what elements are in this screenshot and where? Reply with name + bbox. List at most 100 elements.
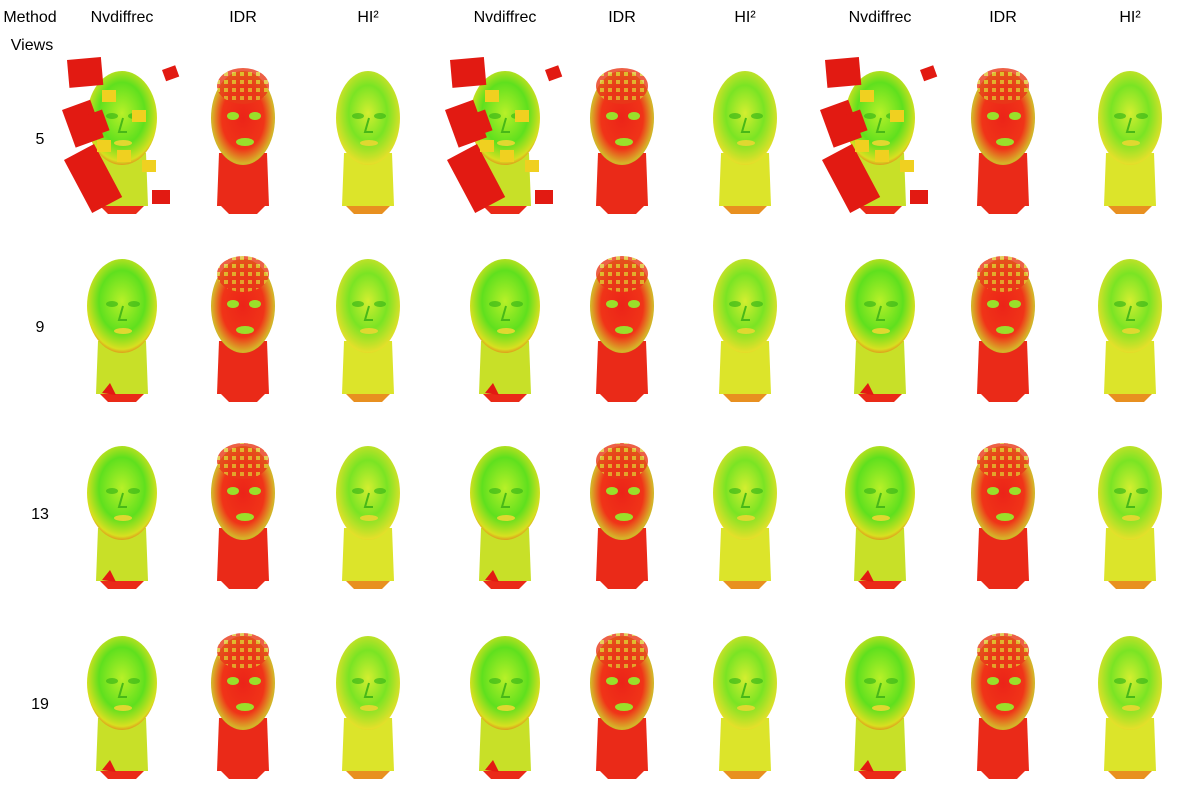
eye bbox=[886, 488, 898, 494]
eye bbox=[249, 112, 261, 120]
column-header: IDR bbox=[229, 9, 257, 26]
eye bbox=[1136, 301, 1148, 307]
cell-image bbox=[1098, 636, 1162, 779]
mouth bbox=[497, 515, 515, 521]
cell-image bbox=[336, 446, 400, 589]
eye bbox=[1009, 300, 1021, 308]
mouth bbox=[996, 703, 1014, 711]
cell-image bbox=[845, 259, 915, 402]
mouth bbox=[737, 705, 755, 711]
eye bbox=[489, 488, 501, 494]
mouth bbox=[114, 515, 132, 521]
cell-image bbox=[62, 57, 179, 214]
fragment bbox=[67, 57, 103, 88]
eye bbox=[489, 301, 501, 307]
eye bbox=[987, 112, 999, 120]
cell-image bbox=[713, 636, 777, 779]
row-label: 9 bbox=[36, 319, 45, 336]
mouth bbox=[236, 326, 254, 334]
eye bbox=[249, 487, 261, 495]
mouth bbox=[360, 705, 378, 711]
eye bbox=[751, 113, 763, 119]
eye bbox=[374, 301, 386, 307]
eye bbox=[729, 113, 741, 119]
cell-image bbox=[211, 256, 275, 402]
mouth bbox=[236, 703, 254, 711]
cell-image bbox=[590, 633, 654, 779]
fragment bbox=[102, 90, 116, 102]
mouth bbox=[872, 515, 890, 521]
base bbox=[100, 581, 144, 589]
base bbox=[723, 771, 767, 779]
base bbox=[1108, 394, 1152, 402]
eye bbox=[374, 113, 386, 119]
column-header: HI² bbox=[734, 9, 756, 26]
eye bbox=[729, 488, 741, 494]
fragment bbox=[485, 90, 499, 102]
eye bbox=[106, 488, 118, 494]
fragment bbox=[860, 90, 874, 102]
fragment bbox=[97, 140, 111, 152]
base bbox=[221, 771, 265, 779]
base bbox=[1108, 206, 1152, 214]
hair bbox=[596, 633, 648, 669]
eye bbox=[249, 300, 261, 308]
base bbox=[221, 206, 265, 214]
base bbox=[600, 206, 644, 214]
eye bbox=[987, 300, 999, 308]
eye bbox=[489, 678, 501, 684]
row-label: 13 bbox=[31, 506, 49, 523]
eye bbox=[374, 678, 386, 684]
mouth bbox=[1122, 515, 1140, 521]
mouth bbox=[872, 705, 890, 711]
base bbox=[1108, 771, 1152, 779]
cell-image bbox=[211, 633, 275, 779]
mouth bbox=[360, 515, 378, 521]
mouth bbox=[615, 703, 633, 711]
eye bbox=[1009, 487, 1021, 495]
mouth bbox=[497, 140, 515, 146]
mouth bbox=[996, 138, 1014, 146]
base bbox=[483, 394, 527, 402]
eye bbox=[227, 300, 239, 308]
column-header: IDR bbox=[989, 9, 1017, 26]
base bbox=[858, 206, 902, 214]
mouth bbox=[737, 140, 755, 146]
mouth bbox=[1122, 705, 1140, 711]
fragment bbox=[500, 150, 514, 162]
base bbox=[600, 771, 644, 779]
column-header: HI² bbox=[357, 9, 379, 26]
base bbox=[221, 581, 265, 589]
eye bbox=[1009, 677, 1021, 685]
fragment bbox=[910, 190, 928, 204]
eye bbox=[886, 301, 898, 307]
fragment bbox=[515, 110, 529, 122]
eye bbox=[628, 677, 640, 685]
column-header: Nvdiffrec bbox=[474, 9, 537, 26]
fragment bbox=[525, 160, 539, 172]
fragment bbox=[825, 57, 861, 88]
mouth bbox=[1122, 328, 1140, 334]
base bbox=[858, 771, 902, 779]
eye bbox=[227, 112, 239, 120]
base bbox=[346, 581, 390, 589]
hair bbox=[217, 68, 269, 104]
fragment bbox=[900, 160, 914, 172]
eye bbox=[352, 301, 364, 307]
mouth bbox=[615, 513, 633, 521]
eye bbox=[128, 488, 140, 494]
fragment bbox=[875, 150, 889, 162]
fragment bbox=[152, 190, 170, 204]
cell-image bbox=[87, 636, 157, 779]
eye bbox=[751, 678, 763, 684]
fragment bbox=[132, 110, 146, 122]
hair bbox=[977, 443, 1029, 479]
mouth bbox=[236, 513, 254, 521]
cell-image bbox=[470, 259, 540, 402]
eye bbox=[729, 301, 741, 307]
cell-image bbox=[713, 71, 777, 214]
mouth bbox=[114, 705, 132, 711]
base bbox=[981, 394, 1025, 402]
eye bbox=[987, 487, 999, 495]
column-header: Nvdiffrec bbox=[91, 9, 154, 26]
